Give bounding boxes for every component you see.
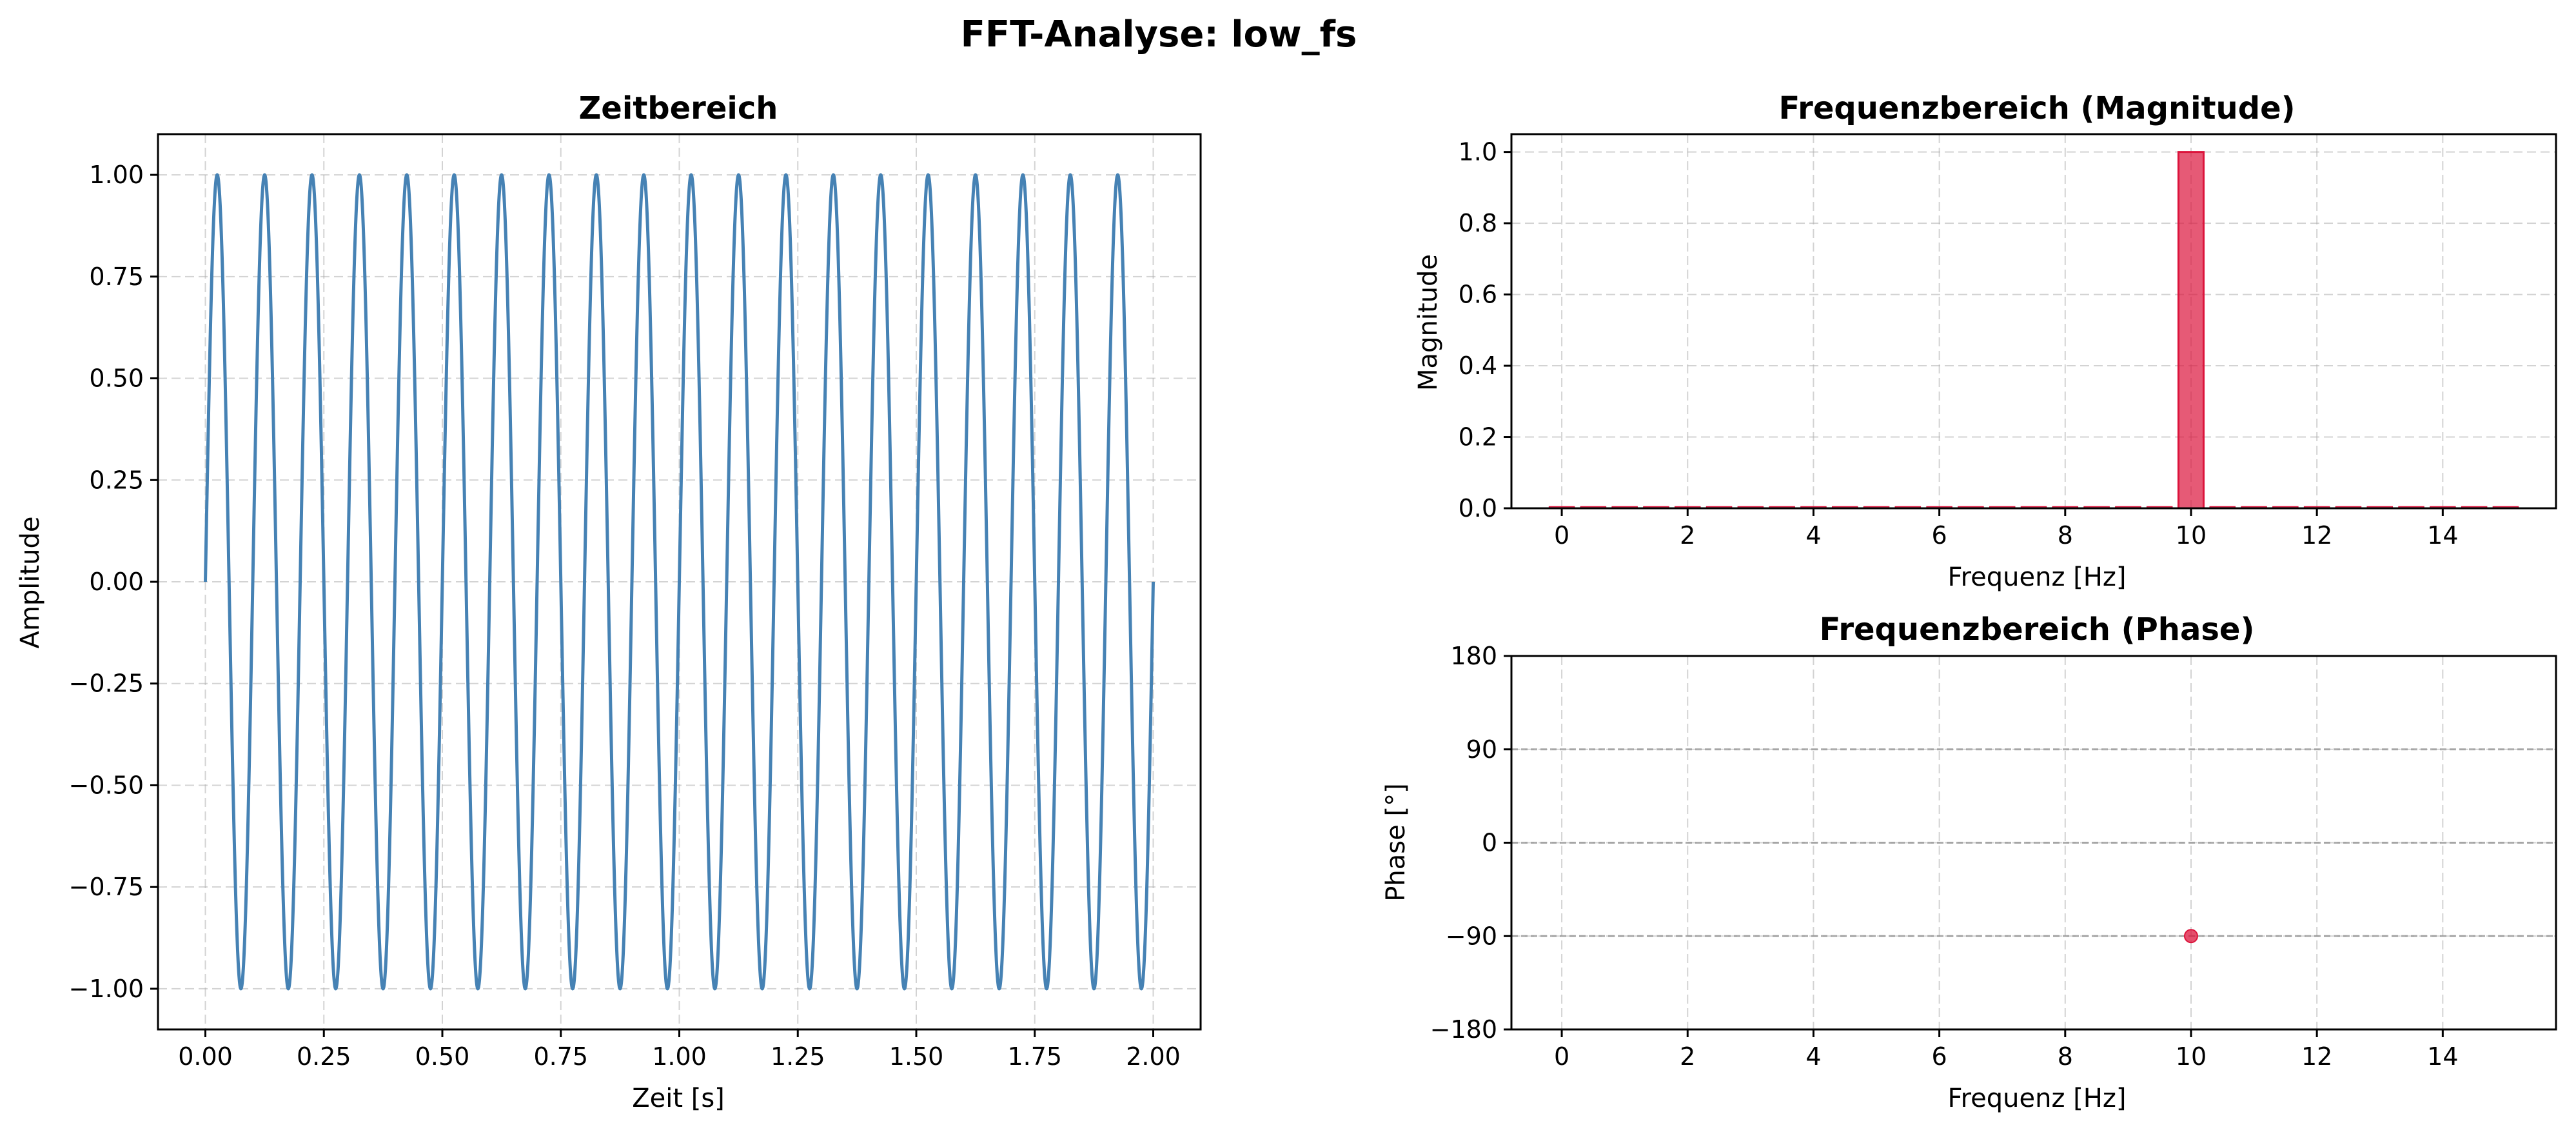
magnitude-ytick-label: 0.8 [1459, 209, 1497, 237]
magnitude-xtick-label: 8 [2058, 521, 2073, 550]
time-ytick-label: 0.00 [89, 568, 144, 596]
magnitude-frame [1510, 133, 2557, 510]
phase-xtick-label: 8 [2058, 1042, 2073, 1071]
magnitude-plot: Frequenzbereich (Magnitude) Frequenz [Hz… [1413, 90, 2557, 592]
time-xtick-label: 1.50 [889, 1042, 944, 1071]
phase-xtick-label: 12 [2301, 1042, 2332, 1071]
phase-ytick-label: 0 [1482, 829, 1497, 857]
magnitude-xtick-label: 2 [1680, 521, 1695, 550]
phase-ytick-label: −90 [1446, 922, 1497, 950]
phase-ytick-label: 90 [1466, 735, 1497, 764]
time-xtick-label: 1.00 [652, 1042, 707, 1071]
time-ytick-label: −0.50 [69, 771, 144, 799]
magnitude-xtick-label: 0 [1554, 521, 1569, 550]
phase-plot: Frequenzbereich (Phase) Frequenz [Hz] Ph… [1381, 611, 2557, 1113]
magnitude-xtick-label: 10 [2176, 521, 2207, 550]
phase-frame [1510, 655, 2557, 1031]
phase-ylabel: Phase [°] [1381, 783, 1411, 901]
phase-xtick-label: 14 [2427, 1042, 2458, 1071]
magnitude-ytick-label: 1.0 [1459, 138, 1497, 166]
phase-xtick-label: 10 [2176, 1042, 2207, 1071]
phase-xtick-label: 4 [1805, 1042, 1821, 1071]
phase-xtick-label: 0 [1554, 1042, 1569, 1071]
figure-title: FFT-Analyse: low_fs [961, 14, 1357, 55]
time-ytick-label: 0.25 [89, 466, 144, 494]
magnitude-ytick-label: 0.2 [1459, 423, 1497, 452]
magnitude-xtick-label: 14 [2427, 521, 2458, 550]
time-xtick-label: 2.00 [1126, 1042, 1181, 1071]
magnitude-ytick-label: 0.0 [1459, 494, 1497, 522]
time-domain-title: Zeitbereich [579, 90, 778, 126]
phase-xtick-label: 6 [1932, 1042, 1947, 1071]
time-domain-xlabel: Zeit [s] [632, 1084, 725, 1113]
time-ytick-label: 1.00 [89, 161, 144, 189]
time-ytick-label: 0.50 [89, 364, 144, 393]
time-xtick-label: 1.25 [771, 1042, 825, 1071]
time-xtick-label: 0.75 [533, 1042, 588, 1071]
time-domain-frame [157, 133, 1202, 1031]
magnitude-xlabel: Frequenz [Hz] [1948, 562, 2127, 592]
phase-xlabel: Frequenz [Hz] [1948, 1084, 2127, 1113]
magnitude-bar [2177, 151, 2205, 510]
phase-title: Frequenzbereich (Phase) [1820, 611, 2255, 648]
magnitude-title: Frequenzbereich (Magnitude) [1778, 90, 2295, 126]
time-ytick-label: 0.75 [89, 263, 144, 291]
magnitude-ylabel: Magnitude [1413, 254, 1443, 391]
magnitude-xtick-label: 4 [1805, 521, 1821, 550]
time-xtick-label: 0.00 [178, 1042, 233, 1071]
time-ytick-label: −0.25 [69, 670, 144, 698]
time-signal-line [204, 173, 1155, 991]
phase-ytick-label: 180 [1450, 642, 1497, 670]
magnitude-ytick-label: 0.4 [1459, 352, 1497, 380]
phase-ytick-label: −180 [1430, 1015, 1497, 1044]
time-ytick-label: −0.75 [69, 873, 144, 901]
magnitude-xtick-label: 12 [2301, 521, 2332, 550]
phase-xtick-label: 2 [1680, 1042, 1695, 1071]
magnitude-ytick-label: 0.6 [1459, 281, 1497, 309]
phase-point [2183, 929, 2198, 944]
time-domain-plot: Zeitbereich Zeit [s] Amplitude 0.00 0.25 0… [15, 90, 1202, 1113]
time-ytick-label: −1.00 [69, 975, 144, 1003]
time-xtick-label: 0.25 [297, 1042, 351, 1071]
time-xtick-label: 0.50 [415, 1042, 470, 1071]
magnitude-xtick-label: 6 [1932, 521, 1947, 550]
time-xtick-label: 1.75 [1007, 1042, 1062, 1071]
time-domain-ylabel: Amplitude [15, 517, 45, 649]
